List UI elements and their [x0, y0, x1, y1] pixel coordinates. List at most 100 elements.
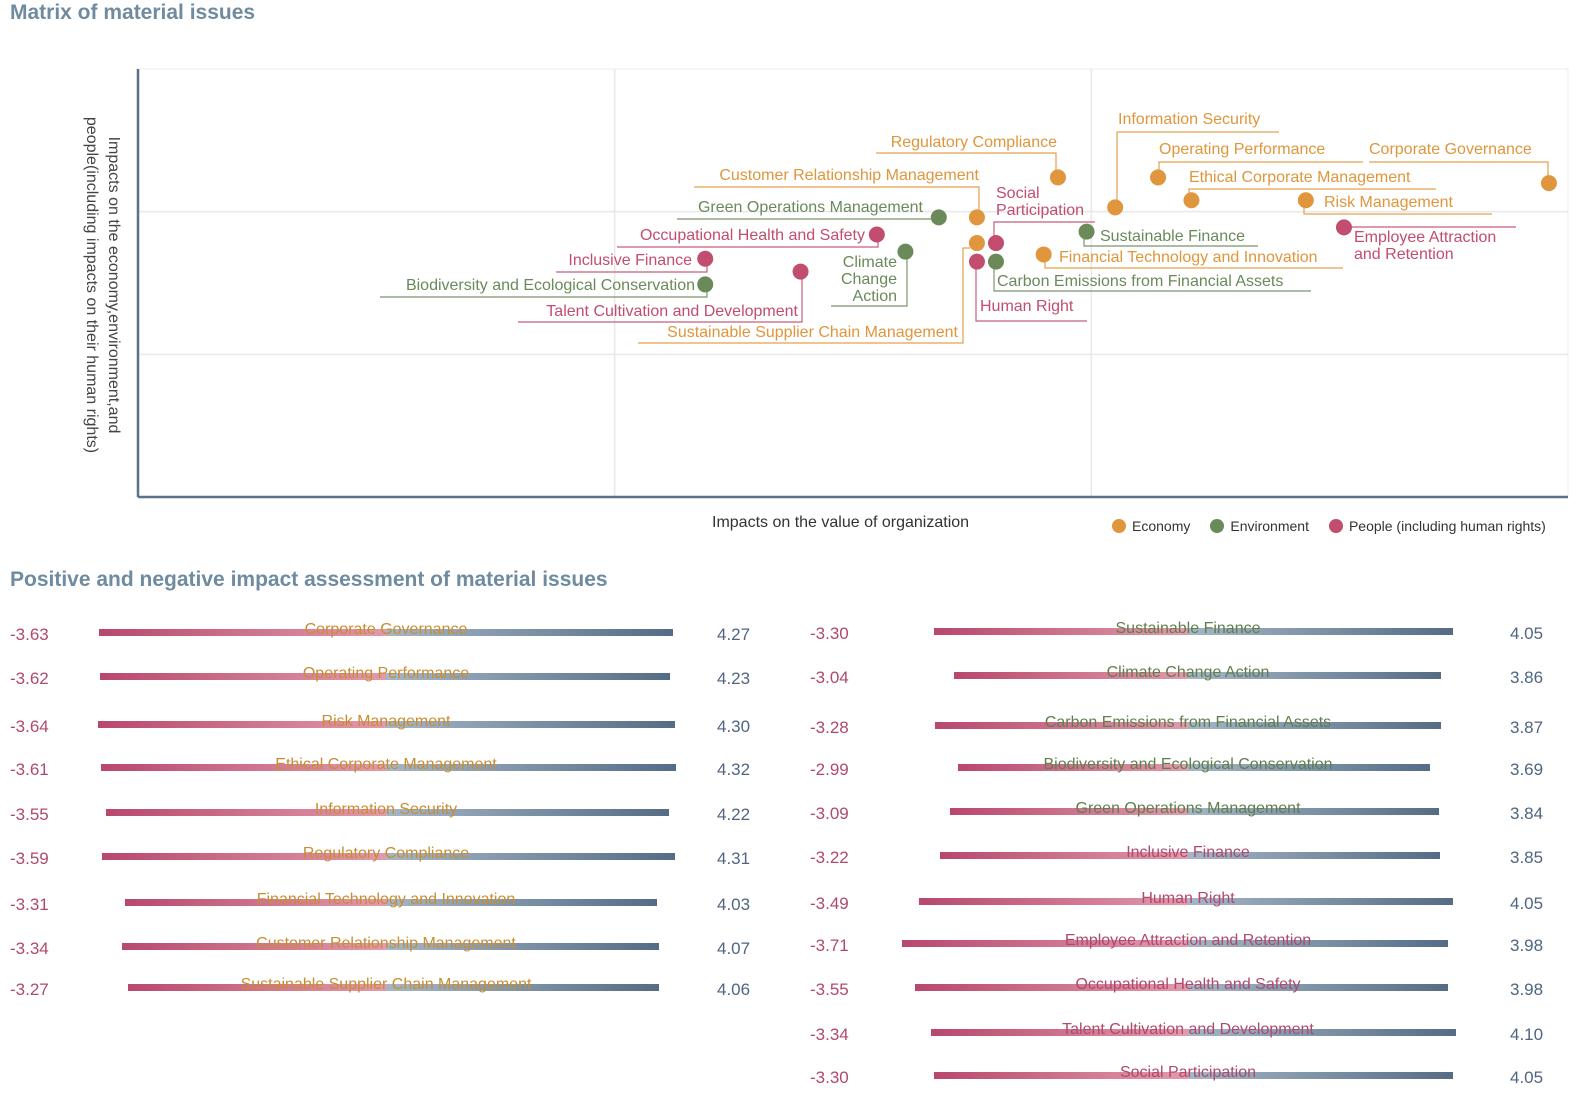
positive-impact-value: 4.05 [1510, 894, 1544, 913]
issue-label: Inclusive Finance [1126, 844, 1250, 861]
point-occupational-health-and-safety[interactable] [868, 226, 885, 243]
point-social-participation[interactable] [988, 235, 1004, 252]
leader-line-biodiversity-and-ecological-conservation [380, 290, 708, 298]
point-ethical-corporate-management[interactable] [1183, 192, 1200, 209]
point-biodiversity-and-ecological-conservation[interactable] [697, 276, 714, 293]
negative-impact-value: -3.62 [10, 669, 49, 688]
point-inclusive-finance[interactable] [697, 250, 714, 267]
legend-item-economy[interactable]: Economy [1112, 518, 1190, 534]
negative-impact-bar [930, 1029, 1188, 1036]
positive-impact-bar [1188, 1029, 1457, 1036]
negative-impact-value: -3.49 [810, 894, 849, 913]
negative-impact-value: -3.55 [810, 980, 849, 999]
leader-line-information-security [1116, 131, 1279, 201]
point-label-regulatory-compliance: Regulatory Compliance [891, 134, 1057, 151]
positive-impact-bar [1188, 628, 1454, 635]
negative-impact-value: -3.63 [10, 625, 49, 644]
positive-impact-value: 3.69 [1510, 760, 1544, 779]
point-employee-attraction-and-retention[interactable] [1335, 219, 1352, 236]
point-sustainable-supplier-chain-management[interactable] [968, 235, 985, 252]
negative-impact-value: -3.34 [10, 939, 49, 958]
point-green-operations-management[interactable] [930, 209, 947, 226]
negative-impact-bar [105, 809, 386, 816]
leader-line-inclusive-finance [556, 265, 708, 273]
point-human-right[interactable] [968, 253, 985, 270]
positive-impact-value: 4.07 [717, 939, 751, 958]
point-label-social-participation: Social Participation [996, 185, 1084, 219]
point-talent-cultivation-and-development[interactable] [792, 263, 809, 280]
issue-label: Biodiversity and Ecological Conservation [1043, 756, 1333, 773]
point-label-line: Employee Attraction [1354, 229, 1496, 246]
negative-impact-value: -3.27 [10, 980, 49, 999]
point-information-security[interactable] [1107, 199, 1124, 216]
positive-impact-bar [386, 809, 670, 816]
negative-impact-bar [957, 764, 1188, 771]
positive-impact-bar [386, 899, 657, 906]
legend-economy-label: Economy [1132, 518, 1191, 534]
point-label-human-right: Human Right [980, 298, 1074, 315]
point-label-occupational-health-and-safety: Occupational Health and Safety [640, 227, 865, 244]
positive-impact-bar [1188, 984, 1449, 991]
issue-label: Climate Change Action [1106, 664, 1270, 681]
negative-impact-value: -3.31 [10, 895, 49, 914]
positive-impact-bar [386, 943, 660, 950]
legend-people-marker-icon [1328, 519, 1343, 533]
leader-line-climate-change-action [831, 257, 908, 307]
positive-impact-value: 4.31 [717, 849, 751, 868]
point-climate-change-action[interactable] [897, 243, 914, 260]
issue-label: Risk Management [321, 713, 451, 730]
legend-economy-marker-icon [1112, 519, 1126, 533]
leader-line-financial-technology-and-innovation [1044, 260, 1343, 269]
point-financial-technology-and-innovation[interactable] [1035, 246, 1052, 263]
negative-impact-bar [98, 721, 386, 728]
positive-impact-value: 4.06 [717, 980, 751, 999]
issue-label: Occupational Health and Safety [1075, 976, 1301, 993]
leader-line-human-right [975, 267, 1087, 322]
point-corporate-governance[interactable] [1540, 175, 1557, 192]
point-customer-relationship-management[interactable] [968, 209, 985, 226]
negative-impact-bar [902, 940, 1188, 947]
legend: Economy Environment People (including hu… [1112, 518, 1546, 534]
point-label-sustainable-supplier-chain-management: Sustainable Supplier Chain Management [667, 324, 958, 341]
point-label-green-operations-management: Green Operations Management [698, 199, 924, 216]
leader-line-occupational-health-and-safety [617, 241, 879, 248]
negative-impact-value: -3.30 [810, 1068, 849, 1087]
leader-line-sustainable-finance [1083, 238, 1258, 247]
negative-impact-bar [100, 764, 386, 771]
positive-impact-value: 4.05 [1510, 1068, 1544, 1087]
leader-line-talent-cultivation-and-development [518, 277, 803, 323]
negative-impact-value: -3.04 [810, 668, 849, 687]
point-operating-performance[interactable] [1150, 169, 1167, 186]
negative-impact-value: -3.34 [810, 1025, 849, 1044]
point-risk-management[interactable] [1297, 192, 1314, 209]
negative-impact-bar [102, 853, 386, 860]
point-regulatory-compliance[interactable] [1049, 169, 1066, 186]
leader-line-social-participation [993, 221, 1095, 237]
issue-label: Sustainable Supplier Chain Management [240, 976, 532, 993]
positive-impact-value: 4.10 [1510, 1025, 1544, 1044]
negative-impact-bar [127, 984, 386, 991]
negative-impact-bar [933, 1072, 1188, 1079]
negative-impact-bar [99, 629, 386, 636]
positive-impact-bar [1188, 764, 1430, 771]
point-label-line: Participation [996, 202, 1084, 219]
y-axis-label: Impacts on the economy,environment,and p… [83, 116, 122, 454]
legend-item-environment[interactable]: Environment [1210, 518, 1309, 534]
point-label-line: and Retention [1354, 246, 1454, 263]
leader-line-carbon-emissions-from-financial-assets [993, 267, 1311, 292]
point-label-operating-performance: Operating Performance [1159, 141, 1325, 158]
legend-item-people[interactable]: People (including human rights) [1328, 518, 1546, 534]
issue-label: Information Security [314, 801, 458, 818]
point-carbon-emissions-from-financial-assets[interactable] [988, 253, 1004, 270]
leader-line-sustainable-supplier-chain-management [638, 247, 970, 344]
point-label-ethical-corporate-management: Ethical Corporate Management [1189, 169, 1411, 186]
point-sustainable-finance[interactable] [1078, 223, 1095, 240]
negative-impact-value: -3.30 [810, 624, 849, 643]
leader-line-risk-management [1303, 207, 1492, 215]
positive-impact-value: 4.27 [717, 625, 751, 644]
positive-impact-bar [1188, 898, 1454, 905]
positive-impact-value: 3.84 [1510, 804, 1544, 823]
negative-impact-value: -3.22 [810, 848, 849, 867]
negative-impact-bar [935, 722, 1188, 729]
legend-environment-marker-icon [1210, 519, 1225, 533]
